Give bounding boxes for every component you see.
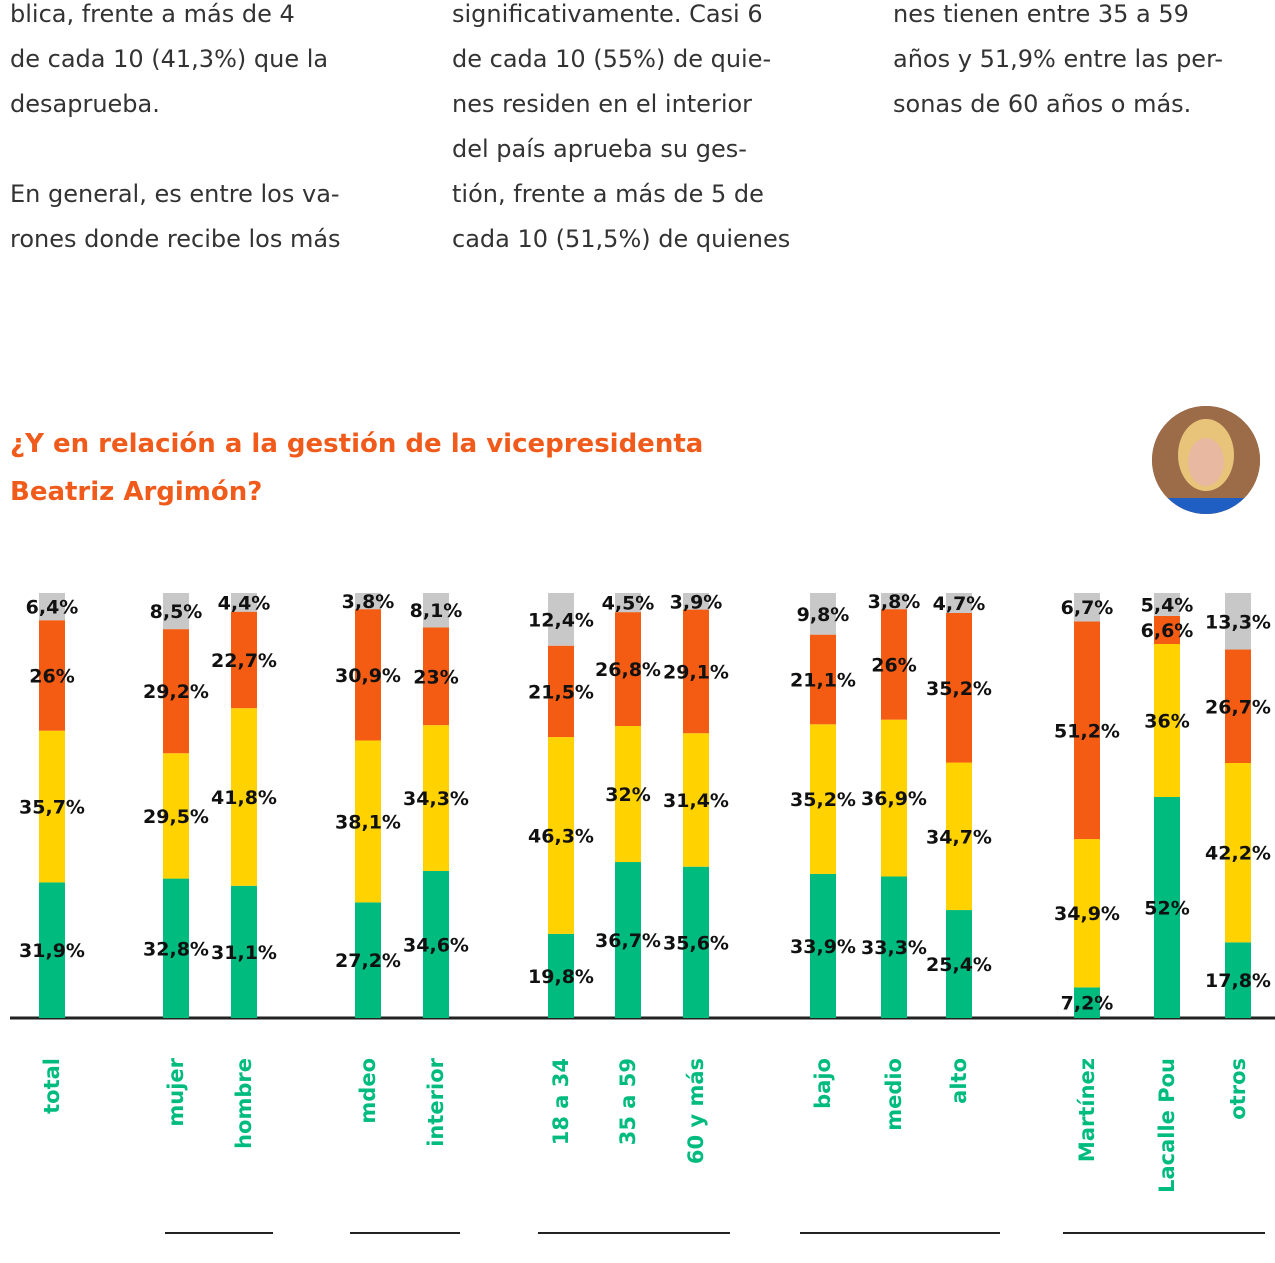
value-label: 23% <box>413 666 458 688</box>
chart-title: Beatriz Argimón? <box>10 477 262 507</box>
value-label: 17,8% <box>1205 970 1271 992</box>
page: blica, frente a más de 4de cada 10 (41,3… <box>0 0 1275 1263</box>
value-label: 31,1% <box>211 942 277 964</box>
value-label: 42,2% <box>1205 843 1271 865</box>
value-label: 7,2% <box>1061 993 1114 1015</box>
value-label: 6,6% <box>1141 620 1194 642</box>
value-label: 19,8% <box>528 966 594 988</box>
value-label: 36,9% <box>861 788 927 810</box>
chart-title: ¿Y en relación a la gestión de la vicepr… <box>10 429 703 459</box>
value-label: 29,1% <box>663 661 729 683</box>
value-label: 12,4% <box>528 609 594 631</box>
value-label: 6,4% <box>26 597 79 619</box>
value-label: 8,5% <box>150 601 203 623</box>
x-tick-label: 35 a 59 <box>616 1058 640 1145</box>
value-label: 3,8% <box>342 591 395 613</box>
value-label: 35,7% <box>19 797 85 819</box>
value-label: 33,9% <box>790 936 856 958</box>
value-label: 4,7% <box>933 593 986 615</box>
value-label: 13,3% <box>1205 611 1271 633</box>
value-label: 26,7% <box>1205 696 1271 718</box>
value-label: 38,1% <box>335 811 401 833</box>
photo <box>1152 406 1260 518</box>
value-label: 4,5% <box>602 593 655 615</box>
x-tick-label: Lacalle Pou <box>1155 1058 1179 1193</box>
value-label: 30,9% <box>335 665 401 687</box>
value-label: 29,2% <box>143 681 209 703</box>
value-label: 34,3% <box>403 788 469 810</box>
x-tick-label: mujer <box>164 1057 188 1126</box>
value-label: 4,4% <box>218 592 271 614</box>
value-label: 35,2% <box>926 678 992 700</box>
value-label: 26% <box>29 665 74 687</box>
value-label: 32,8% <box>143 938 209 960</box>
value-label: 52% <box>1144 898 1189 920</box>
value-label: 26,8% <box>595 659 661 681</box>
x-tick-label: medio <box>882 1058 906 1131</box>
x-tick-label: bajo <box>811 1058 835 1109</box>
value-label: 27,2% <box>335 950 401 972</box>
value-label: 34,9% <box>1054 903 1120 925</box>
value-label: 31,9% <box>19 940 85 962</box>
x-tick-label: interior <box>424 1057 448 1146</box>
value-label: 8,1% <box>410 600 463 622</box>
value-label: 21,5% <box>528 681 594 703</box>
x-tick-label: hombre <box>232 1058 256 1149</box>
chart: ¿Y en relación a la gestión de la vicepr… <box>0 0 1275 1263</box>
value-label: 6,7% <box>1061 597 1114 619</box>
value-label: 21,1% <box>790 669 856 691</box>
x-tick-label: otros <box>1226 1058 1250 1120</box>
value-label: 3,9% <box>670 591 723 613</box>
value-label: 25,4% <box>926 954 992 976</box>
value-label: 36% <box>1144 711 1189 733</box>
value-label: 51,2% <box>1054 720 1120 742</box>
value-label: 3,8% <box>868 591 921 613</box>
value-label: 46,3% <box>528 825 594 847</box>
value-label: 36,7% <box>595 930 661 952</box>
value-label: 35,6% <box>663 932 729 954</box>
value-label: 31,4% <box>663 790 729 812</box>
value-label: 32% <box>605 784 650 806</box>
x-tick-label: 18 a 34 <box>549 1058 573 1145</box>
value-label: 29,5% <box>143 806 209 828</box>
value-label: 34,7% <box>926 826 992 848</box>
value-label: 41,8% <box>211 787 277 809</box>
value-label: 22,7% <box>211 650 277 672</box>
x-tick-label: Martínez <box>1075 1058 1099 1162</box>
value-label: 34,6% <box>403 934 469 956</box>
x-tick-label: mdeo <box>356 1058 380 1124</box>
value-label: 26% <box>871 654 916 676</box>
value-label: 35,2% <box>790 789 856 811</box>
x-tick-label: total <box>40 1058 64 1114</box>
value-label: 9,8% <box>797 604 850 626</box>
value-label: 33,3% <box>861 937 927 959</box>
x-tick-label: 60 y más <box>684 1058 708 1164</box>
value-label: 5,4% <box>1141 594 1194 616</box>
x-tick-label: alto <box>947 1058 971 1104</box>
